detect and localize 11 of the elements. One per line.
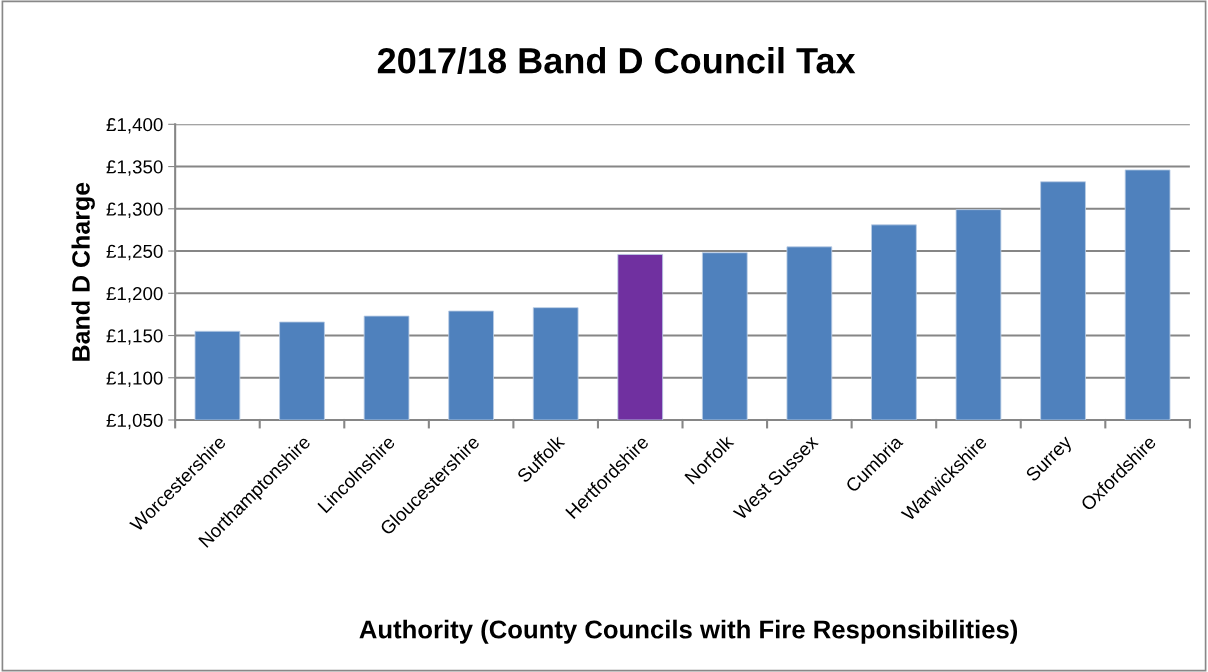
y-tick-label: £1,100 xyxy=(106,371,163,387)
x-axis-title: Authority (County Councils with Fire Responsibilities) xyxy=(359,619,1018,644)
y-tick-label: £1,300 xyxy=(106,202,163,218)
y-tick-label: £1,400 xyxy=(106,118,163,134)
y-axis-title: Band D Charge xyxy=(71,182,95,361)
y-tick-label: £1,150 xyxy=(106,329,163,345)
y-tick-label: £1,050 xyxy=(106,413,163,430)
y-tick-label: £1,250 xyxy=(106,244,163,261)
y-tick-label: £1,200 xyxy=(106,286,163,303)
y-tick-label: £1,350 xyxy=(106,160,163,176)
chart-title: 2017/18 Band D Council Tax xyxy=(377,47,856,74)
